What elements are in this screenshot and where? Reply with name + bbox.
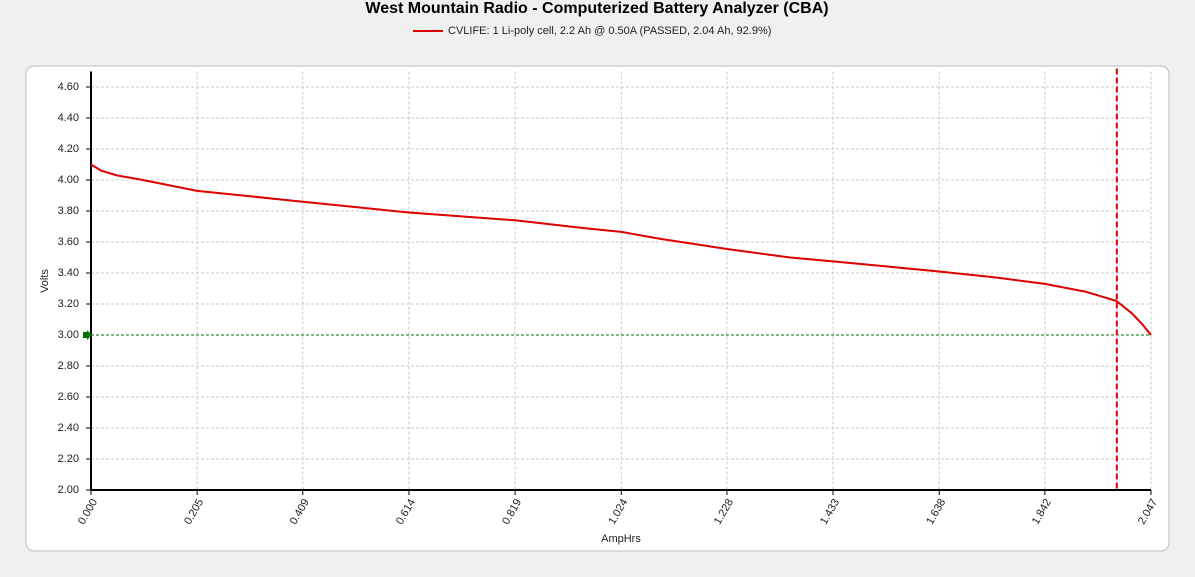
y-tick-label: 4.20	[58, 143, 79, 155]
y-tick-label: 2.60	[58, 391, 79, 403]
data-line	[90, 163, 1152, 336]
y-tick-label: 3.00	[58, 329, 79, 341]
y-tick-label: 4.00	[58, 174, 79, 186]
x-axis-label: AmpHrs	[601, 533, 641, 545]
y-tick-label: 3.40	[58, 267, 79, 279]
y-axis-label: Volts	[39, 269, 51, 293]
y-tick-label: 3.20	[58, 298, 79, 310]
y-tick-label: 2.80	[58, 360, 79, 372]
y-tick-label: 2.40	[58, 422, 79, 434]
legend-label: CVLIFE: 1 Li-poly cell, 2.2 Ah @ 0.50A (…	[448, 25, 771, 37]
y-tick-label: 2.00	[58, 484, 79, 496]
y-tick-label: 4.60	[58, 81, 79, 93]
y-tick-label: 3.60	[58, 236, 79, 248]
y-tick-label: 3.80	[58, 205, 79, 217]
plot-panel	[25, 65, 1170, 552]
cutoff-marker	[83, 330, 92, 340]
chart-title: West Mountain Radio - Computerized Batte…	[365, 0, 828, 17]
y-tick-label: 2.20	[58, 453, 79, 465]
y-tick-label: 4.40	[58, 112, 79, 124]
